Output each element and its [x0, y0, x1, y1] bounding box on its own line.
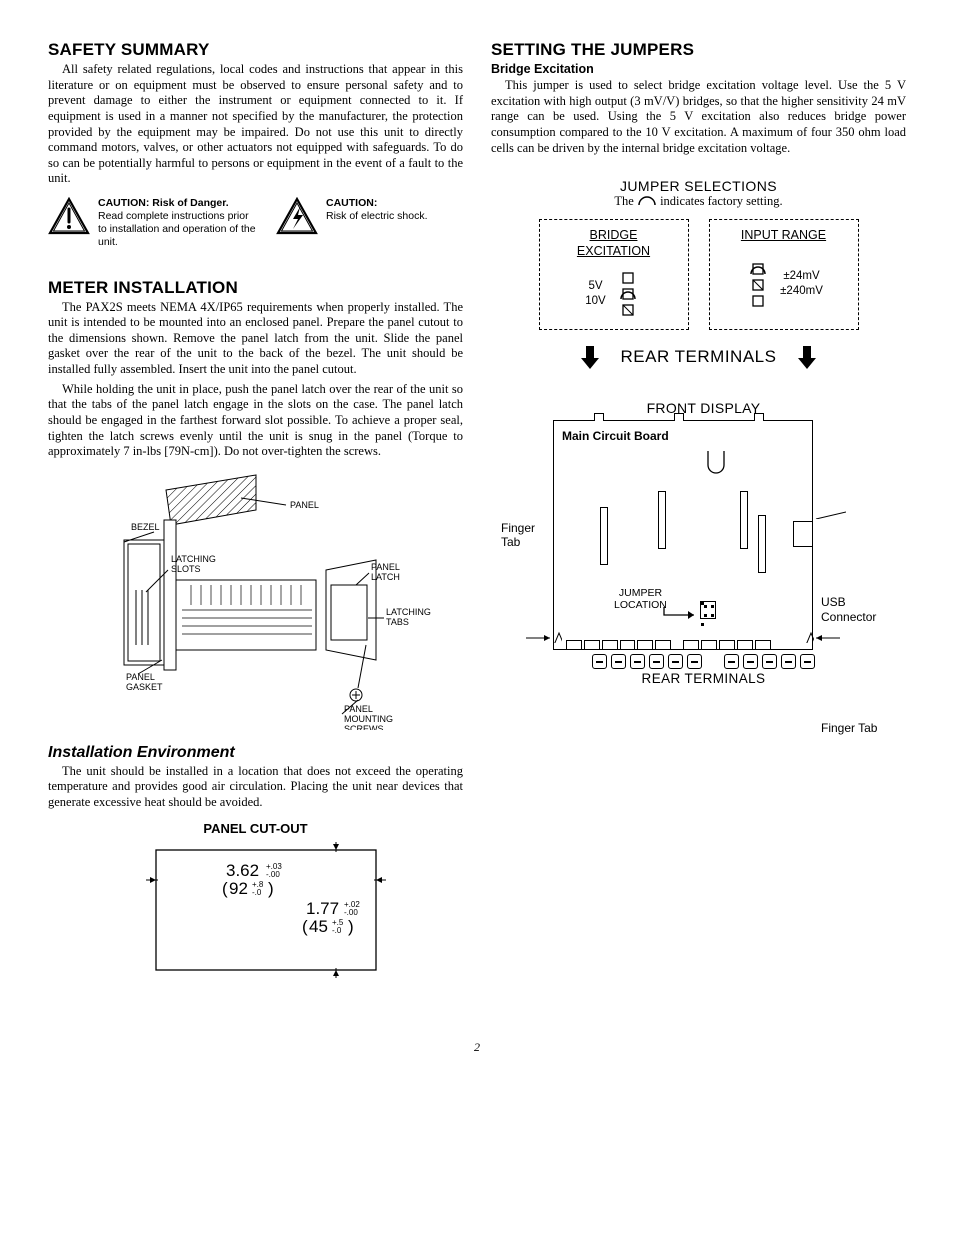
jumper-arrow-icon	[660, 605, 700, 621]
jumper-sel-title: JUMPER SELECTIONS	[491, 178, 906, 194]
page-number: 2	[48, 1040, 906, 1055]
lbl-panel-gasket: PANEL GASKET	[126, 672, 163, 692]
meter-p2: While holding the unit in place, push th…	[48, 382, 463, 460]
jumpers-para: This jumper is used to select bridge exc…	[491, 78, 906, 156]
shock-triangle-icon	[276, 197, 318, 235]
right-column: SETTING THE JUMPERS Bridge Excitation Th…	[491, 40, 906, 980]
terminal-row	[566, 636, 792, 650]
cutout-w-in-tm: -.00	[266, 870, 280, 879]
front-display-label: FRONT DISPLAY	[501, 400, 906, 416]
cutout-h-in-tm: -.00	[344, 908, 358, 917]
caution1-title: CAUTION: Risk of Danger.	[98, 197, 229, 209]
svg-text:): )	[348, 917, 354, 936]
usb-connector	[793, 521, 813, 547]
caution1-text: Read complete instructions prior to inst…	[98, 210, 256, 248]
range-pads-icon	[744, 260, 772, 308]
install-env-para: The unit should be installed in a locati…	[48, 764, 463, 811]
lbl-latching-slots: LATCHING SLOTS	[171, 554, 218, 574]
page-columns: SAFETY SUMMARY All safety related regula…	[48, 40, 906, 980]
caution2-title: CAUTION:	[326, 197, 377, 209]
jbox-input-range: INPUT RANGE ±24mV ±240mV	[709, 219, 859, 330]
svg-text:(: (	[302, 917, 308, 936]
cutout-h-mm: 45	[309, 917, 328, 936]
safety-heading: SAFETY SUMMARY	[48, 40, 463, 60]
meter-illustration: PANEL BEZEL	[76, 470, 436, 730]
cutout-w-mm-tm: -.0	[252, 888, 262, 897]
finger-tab-left: Finger Tab	[501, 521, 553, 550]
main-board: Main Circuit Board JUMPERLOCATI	[553, 420, 813, 650]
svg-text:(: (	[222, 879, 228, 898]
lbl-latching-tabs: LATCHING TABS	[386, 607, 433, 627]
lbl-mounting-screws: PANEL MOUNTING SCREWS	[344, 704, 396, 730]
board-diagram: FRONT DISPLAY Finger Tab Main Circuit Bo…	[501, 400, 906, 686]
rear-terminals-banner: REAR TERMINALS	[491, 344, 906, 370]
jumper-block	[700, 601, 716, 619]
jumpers-sub: Bridge Excitation	[491, 62, 906, 76]
svg-text:): )	[268, 879, 274, 898]
caution-shock: CAUTION: Risk of electric shock.	[276, 197, 428, 235]
safety-paragraph: All safety related regulations, local co…	[48, 62, 463, 187]
jbox-excitation: BRIDGEEXCITATION 5V 10V	[539, 219, 689, 330]
arrow-down-icon	[796, 344, 818, 370]
leader-usb-icon	[812, 505, 846, 519]
caution-danger: CAUTION: Risk of Danger. Read complete i…	[48, 197, 258, 250]
warning-triangle-icon	[48, 197, 90, 235]
cutout-w-mm: 92	[229, 879, 248, 898]
mcb-label: Main Circuit Board	[562, 429, 669, 443]
meter-heading: METER INSTALLATION	[48, 278, 463, 298]
lbl-panel-latch: PANEL LATCH	[371, 562, 402, 582]
notch-icon	[706, 449, 726, 475]
caution-row: CAUTION: Risk of Danger. Read complete i…	[48, 197, 463, 250]
left-column: SAFETY SUMMARY All safety related regula…	[48, 40, 463, 980]
rear-terminals-label: REAR TERMINALS	[501, 671, 906, 686]
leader-left-icon	[526, 631, 554, 645]
excitation-pads-icon	[614, 269, 642, 317]
jumper-location-label: JUMPERLOCATION	[614, 588, 667, 611]
cutout-title: PANEL CUT-OUT	[48, 821, 463, 836]
cutout-h-mm-tm: -.0	[332, 926, 342, 935]
cutout-diagram: 3.62 +.03 -.00 ( 92 +.8 -.0 ) 1.77 +.02 …	[126, 840, 386, 980]
lbl-panel: PANEL	[290, 500, 319, 510]
jumper-boxes: BRIDGEEXCITATION 5V 10V	[491, 219, 906, 330]
install-env-heading: Installation Environment	[48, 744, 463, 762]
leader-right-icon	[812, 631, 840, 645]
screw-row	[574, 654, 834, 669]
lbl-bezel: BEZEL	[131, 522, 160, 532]
cutout-h-in: 1.77	[306, 899, 339, 918]
meter-p1: The PAX2S meets NEMA 4X/IP65 requirement…	[48, 300, 463, 378]
factory-arc-icon	[637, 195, 657, 207]
caution2-text: Risk of electric shock.	[326, 210, 428, 222]
jumper-sel-note: The indicates factory setting.	[491, 194, 906, 209]
jumpers-heading: SETTING THE JUMPERS	[491, 40, 906, 60]
cutout-w-in: 3.62	[226, 861, 259, 880]
arrow-down-icon	[579, 344, 601, 370]
